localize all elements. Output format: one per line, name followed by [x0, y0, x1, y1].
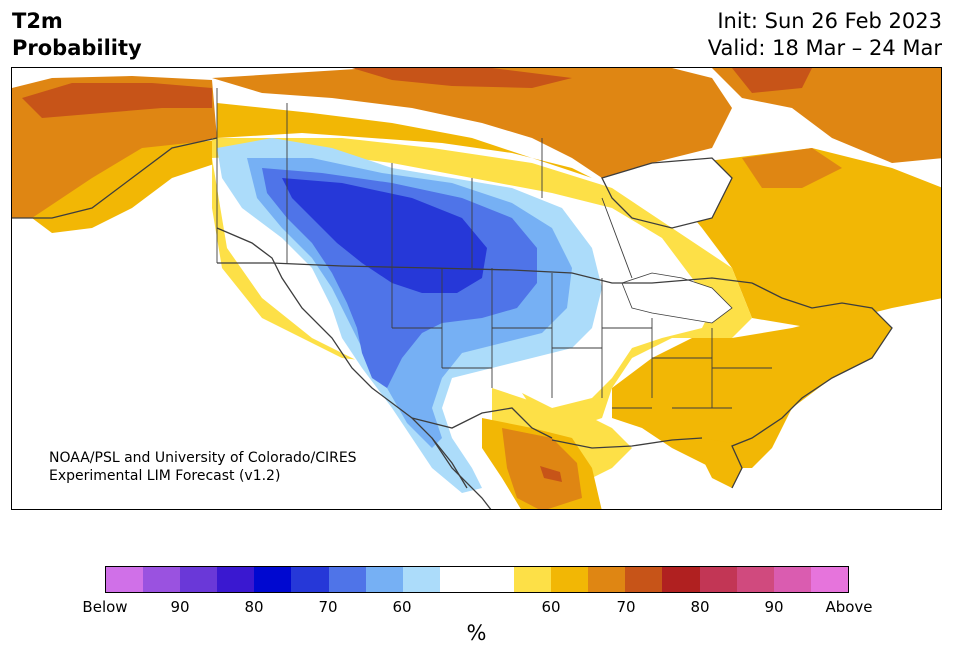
tick-label: 60	[392, 598, 412, 616]
us-canada-border	[217, 262, 753, 284]
title-variable: T2m	[12, 9, 63, 33]
state-lines	[391, 268, 772, 409]
tick-label: 70	[318, 598, 338, 616]
colorbar-swatch	[402, 567, 440, 592]
region-canada-mid	[217, 103, 612, 188]
colorbar-swatch	[439, 567, 477, 592]
tick-label: 80	[690, 598, 710, 616]
region-greenland-ish	[712, 68, 941, 163]
tick-label: 70	[616, 598, 636, 616]
region-alaska-north	[22, 83, 212, 118]
region-canada-north-dark	[352, 68, 572, 88]
credit-line2: Experimental LIM Forecast (v1.2)	[49, 468, 281, 484]
colorbar-swatch	[254, 567, 292, 592]
colorbar-swatch	[736, 567, 774, 592]
coastline-gulf	[551, 437, 703, 449]
colorbar-swatch	[143, 567, 181, 592]
colorbar-swatch	[662, 567, 700, 592]
coastline-arctic	[12, 137, 218, 219]
map-canvas	[12, 68, 941, 509]
colorbar-swatch	[810, 567, 848, 592]
colorbar-swatch	[625, 567, 663, 592]
tick-label: Below	[82, 598, 128, 616]
region-greenland-dark	[732, 68, 812, 93]
colorbar-unit: %	[466, 621, 487, 645]
tick-label: 90	[170, 598, 190, 616]
baja-coast	[431, 437, 492, 509]
colorbar-swatch	[217, 567, 255, 592]
credit: NOAA/PSL and University of Colorado/CIRE…	[49, 449, 357, 485]
init-date: Init: Sun 26 Feb 2023	[717, 9, 942, 33]
tick-label: 60	[541, 598, 561, 616]
colorbar-swatch	[365, 567, 403, 592]
region-below90	[282, 178, 487, 293]
region-florida	[702, 438, 742, 488]
colorbar-swatch	[551, 567, 589, 592]
title-product: Probability	[12, 36, 142, 60]
region-alaska-core	[32, 140, 217, 233]
colorbar-swatch	[476, 567, 515, 592]
us-mexico-border	[411, 407, 553, 439]
region-mexico-darkest	[540, 466, 562, 482]
credit-line1: NOAA/PSL and University of Colorado/CIRE…	[49, 450, 357, 466]
colorbar-swatch	[699, 567, 737, 592]
tick-label: 90	[764, 598, 784, 616]
map-title: T2m Probability	[12, 8, 142, 62]
region-labrador-dark	[742, 148, 842, 188]
province-lines	[216, 88, 633, 279]
colorbar	[105, 566, 849, 593]
great-lakes	[621, 272, 733, 324]
region-southeast	[612, 308, 892, 468]
colorbar-ticks: Below 90 80 70 60 60 70 80 90 Above	[0, 598, 953, 618]
valid-range: Valid: 18 Mar – 24 Mar	[707, 36, 942, 60]
coastline-east	[731, 282, 893, 489]
colorbar-swatch	[291, 567, 329, 592]
hudson-coast	[601, 157, 733, 229]
forecast-map: NOAA/PSL and University of Colorado/CIRE…	[11, 67, 942, 510]
tick-label: Above	[825, 598, 873, 616]
tick-label: 80	[244, 598, 264, 616]
map-dates: Init: Sun 26 Feb 2023 Valid: 18 Mar – 24…	[708, 8, 942, 62]
region-canada-north	[212, 68, 732, 178]
colorbar-swatch	[106, 567, 144, 592]
colorbar-swatch	[588, 567, 626, 592]
colorbar-swatch	[773, 567, 811, 592]
colorbar-swatch	[328, 567, 366, 592]
colorbar-swatch	[514, 567, 552, 592]
colorbar-swatch	[180, 567, 218, 592]
